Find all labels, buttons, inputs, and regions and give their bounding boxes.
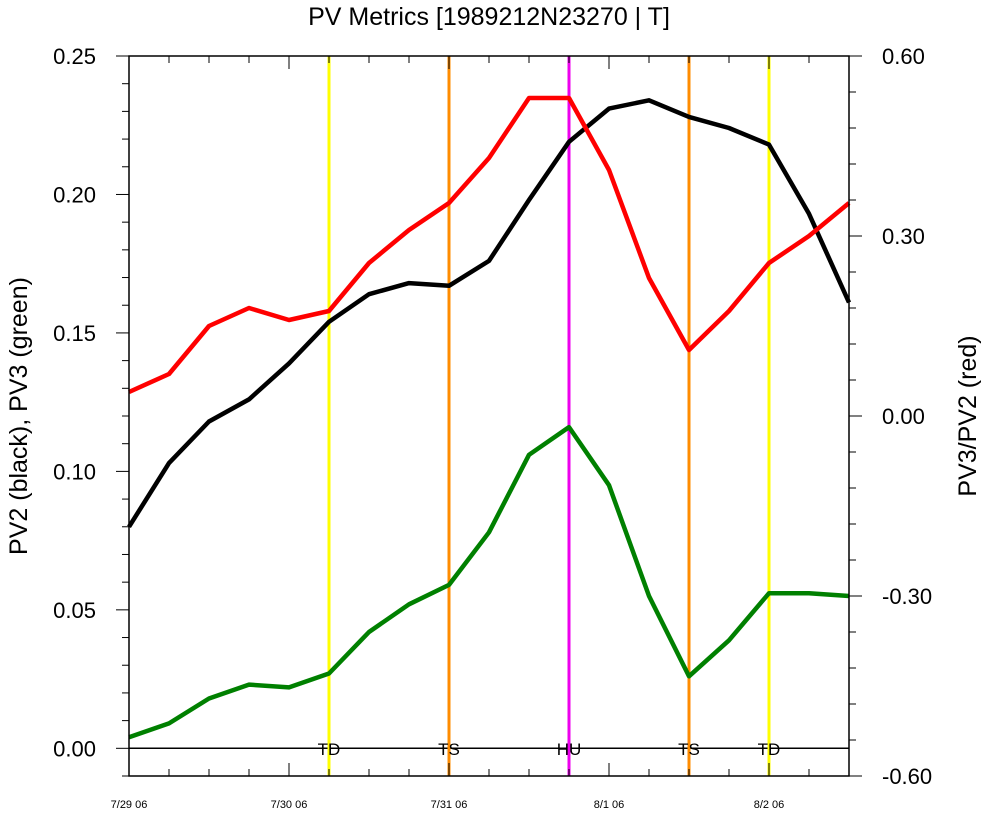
y-axis-left-label: PV2 (black), PV3 (green) [5,277,33,555]
y-left-tick-label: 0.20 [53,182,96,207]
series-line-0 [127,98,852,528]
stage-label-td-4: TD [758,740,781,759]
stage-label-hu-2: HU [557,740,582,759]
series-line-2 [128,95,851,395]
y-left-tick-label: 0.25 [53,44,96,69]
y-left-tick-label: 0.00 [53,736,96,761]
y-right-tick-label: -0.30 [882,584,932,609]
plot-frame [128,55,850,777]
y-right-tick-label: 0.60 [882,44,925,69]
y-left-tick-label: 0.15 [53,321,96,346]
series-line-1 [128,424,850,740]
y-right-tick-label: -0.60 [882,764,932,789]
x-tick-label: 7/30 06 [271,799,308,811]
chart-title: PV Metrics [1989212N23270 | T] [308,3,670,31]
axes: 7/29 06 7/30 06 7/31 06 8/1 06 8/2 06 0.00 0.0… [53,44,932,811]
stage-label-ts-3: TS [678,740,700,759]
y-axis-right-label: PV3/PV2 (red) [954,335,982,496]
y-right-tick-label: 0.30 [882,224,925,249]
stage-label-ts-1: TS [438,740,460,759]
stage-label-td-0: TD [318,740,341,759]
y-left-tick-label: 0.05 [53,598,96,623]
y-left-tick-label: 0.10 [53,459,96,484]
y-right-tick-label: 0.00 [882,404,925,429]
x-tick-label: 8/1 06 [594,799,625,811]
plot-area: TD TS HU TS TD [127,56,852,776]
x-tick-label: 8/2 06 [754,799,785,811]
x-tick-label: 7/29 06 [111,799,148,811]
x-tick-label: 7/31 06 [431,799,468,811]
